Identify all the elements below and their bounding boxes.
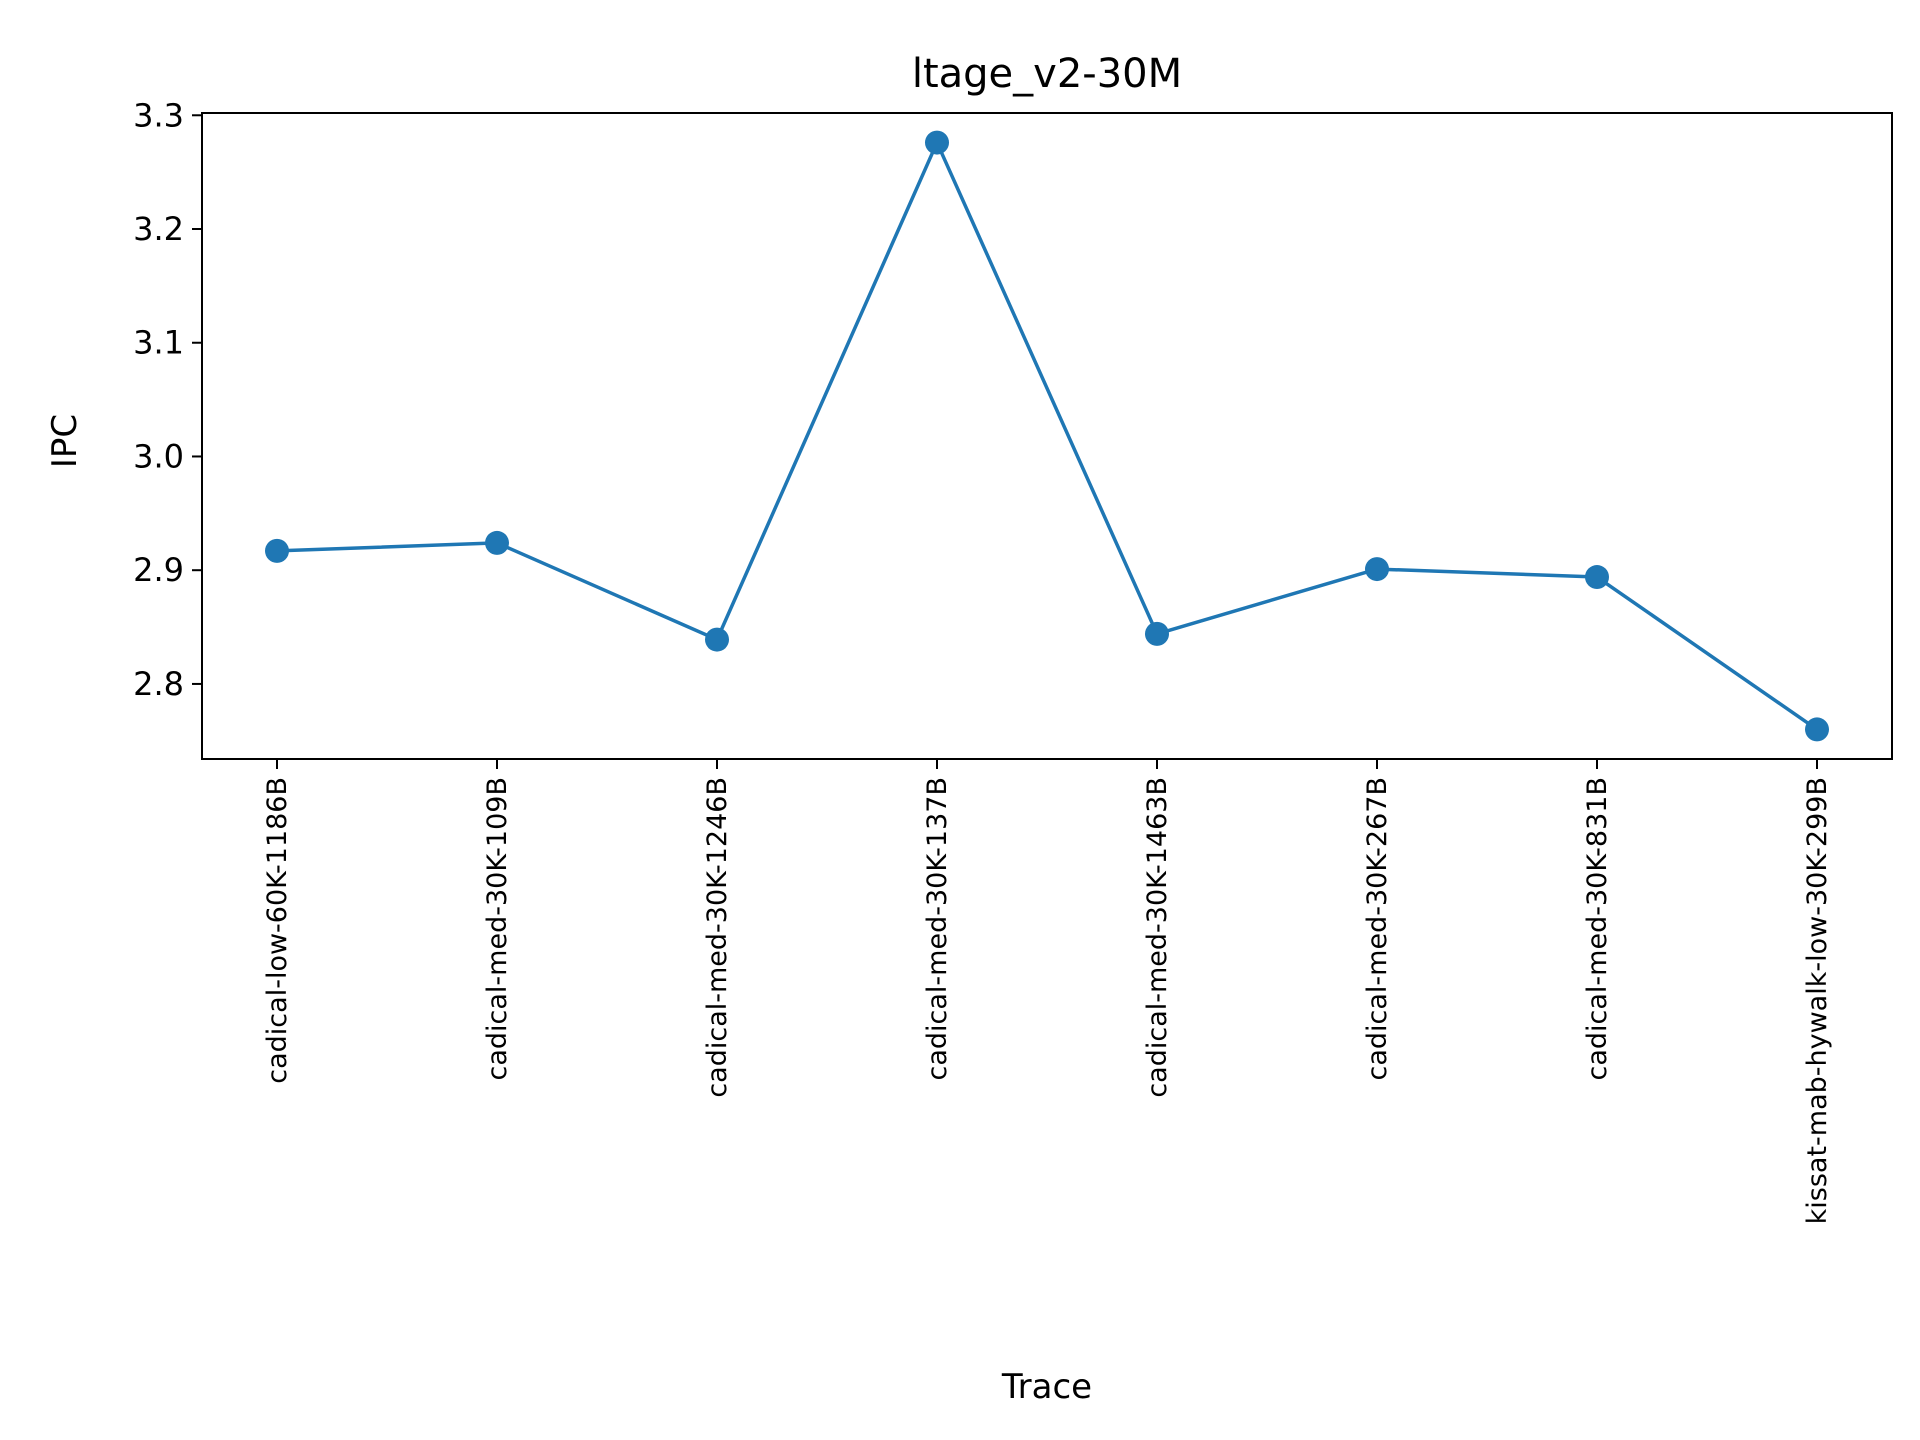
data-point [485,530,509,555]
x-tick-label: cadical-med-30K-1463B [1142,777,1173,1098]
x-tick-label: cadical-med-30K-1246B [702,777,733,1098]
x-tick-label: cadical-med-30K-267B [1362,777,1393,1081]
chart-title: ltage_v2-30M [912,51,1182,97]
axes-frame [201,112,1893,760]
x-tick-label: cadical-med-30K-137B [922,777,953,1081]
x-tick-label: cadical-med-30K-831B [1582,777,1613,1081]
y-axis-label: IPC [45,414,85,468]
x-tick-label: kissat-mab-hywalk-low-30K-299B [1802,777,1833,1224]
data-point [1365,557,1389,582]
y-tick-label: 3.0 [133,437,184,475]
y-tick-label: 3.2 [133,210,184,248]
data-point [705,627,729,652]
x-tick-label: cadical-med-30K-109B [482,777,513,1081]
x-tick-label: cadical-low-60K-1186B [262,777,293,1084]
data-point [925,130,949,155]
data-point [265,538,289,563]
y-tick-label: 2.8 [133,665,184,703]
data-point [1145,621,1169,646]
x-axis-label: Trace [1001,1367,1092,1407]
y-tick-label: 3.3 [133,96,184,134]
y-tick-label: 3.1 [133,324,184,362]
plot-area: 2.8 2.9 3.0 3.1 3.2 3.3 cadical-low-60K-1186B c… [133,96,1893,1224]
data-point [1805,717,1829,742]
data-point [1585,565,1609,590]
y-tick-label: 2.9 [133,551,184,589]
series-line [276,140,1818,731]
